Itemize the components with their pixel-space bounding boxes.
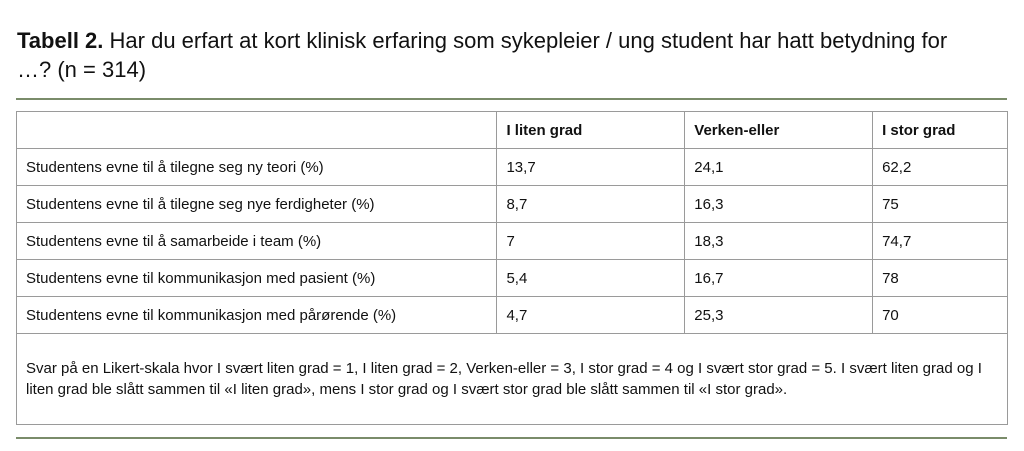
table-cell: 18,3 (684, 222, 874, 260)
table-cell: 75 (872, 185, 1008, 223)
row-label: Studentens evne til kommunikasjon med på… (15, 296, 498, 334)
note-row: Svar på en Likert-skala hvor I svært lit… (16, 333, 1008, 425)
title-text: Har du erfart at kort klinisk erfaring s… (17, 28, 948, 82)
row-label: Studentens evne til å tilegne seg nye fe… (15, 185, 498, 223)
table-row: Studentens evne til kommunikasjon med på… (15, 296, 1008, 334)
column-header: Verken-eller (684, 111, 874, 149)
column-header: I liten grad (496, 111, 686, 149)
table-cell: 74,7 (872, 222, 1008, 260)
table-cell: 8,7 (496, 185, 686, 223)
table-row: Studentens evne til å samarbeide i team … (15, 222, 1008, 260)
row-label: Studentens evne til å tilegne seg ny teo… (15, 148, 498, 186)
bottom-rule (16, 437, 1007, 439)
table-label: Tabell 2. (17, 28, 104, 53)
table-note: Svar på en Likert-skala hvor I svært lit… (16, 333, 1008, 425)
header-row: I liten grad Verken-eller I stor grad (15, 111, 1008, 149)
table-cell: 70 (872, 296, 1008, 334)
table-cell: 62,2 (872, 148, 1008, 186)
table-cell: 16,7 (684, 259, 874, 297)
table-cell: 13,7 (496, 148, 686, 186)
column-header: I stor grad (872, 111, 1008, 149)
table-cell: 4,7 (496, 296, 686, 334)
table-cell: 78 (872, 259, 1008, 297)
column-header (15, 111, 498, 149)
table-cell: 24,1 (684, 148, 874, 186)
table-cell: 7 (496, 222, 686, 260)
row-label: Studentens evne til kommunikasjon med pa… (15, 259, 498, 297)
data-table: I liten grad Verken-eller I stor grad Stud… (15, 111, 1008, 425)
table-cell: 5,4 (496, 259, 686, 297)
table-row: Studentens evne til å tilegne seg ny teo… (15, 148, 1008, 186)
top-rule (16, 98, 1007, 100)
table-row: Studentens evne til kommunikasjon med pa… (15, 259, 1008, 297)
table-cell: 25,3 (684, 296, 874, 334)
table-title: Tabell 2. Har du erfart at kort klinisk … (17, 26, 977, 84)
row-label: Studentens evne til å samarbeide i team … (15, 222, 498, 260)
table-row: Studentens evne til å tilegne seg nye fe… (15, 185, 1008, 223)
table-cell: 16,3 (684, 185, 874, 223)
